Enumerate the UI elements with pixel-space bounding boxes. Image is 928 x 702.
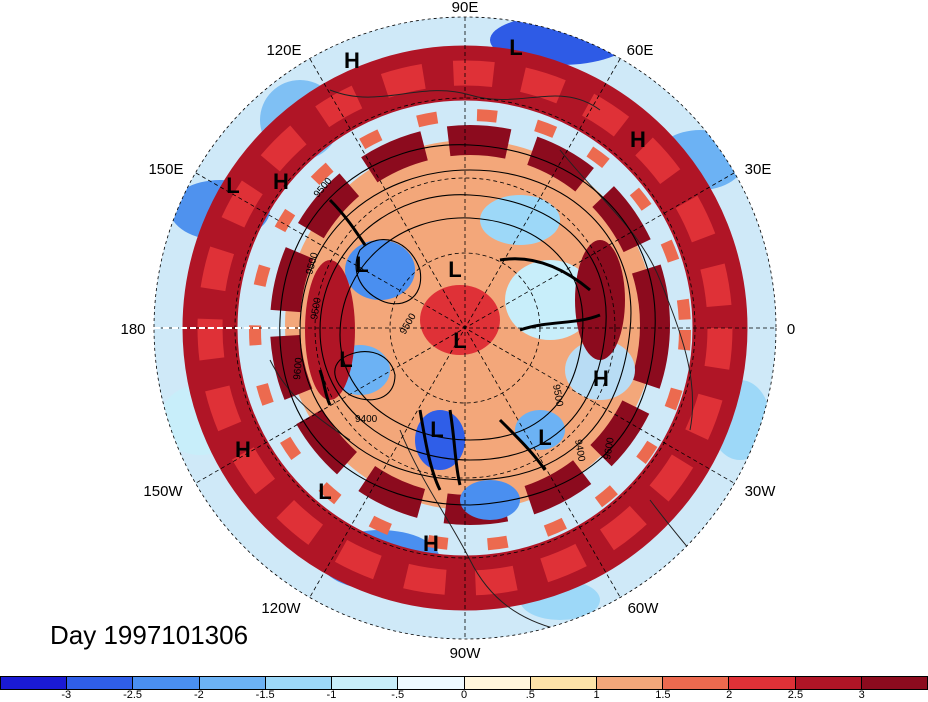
colorbar-swatch [795, 677, 862, 689]
lon-label-150w: 150W [143, 483, 183, 500]
colorbar-swatch [265, 677, 333, 689]
colorbar-tick-label: 0 [460, 689, 468, 701]
pressure-high-marker: H [593, 366, 609, 391]
colorbar-swatch [332, 677, 399, 689]
colorbar-swatch [596, 677, 664, 689]
pressure-low-marker: L [339, 347, 352, 372]
colorbar-swatch [861, 677, 928, 689]
colorbar-tick-label: -3 [61, 689, 72, 701]
longitude-labels: 90E 60E 30E 0 30W 60W 90W 120W 150W 180 … [120, 0, 795, 662]
lon-label-120e: 120E [266, 42, 301, 59]
colorbar-swatch [729, 677, 796, 689]
colorbar-tick-label: -2 [193, 689, 204, 701]
colorbar-swatch [1, 677, 68, 689]
pressure-high-marker: H [423, 531, 439, 556]
colorbar-swatch [663, 677, 730, 689]
lon-label-0: 0 [787, 321, 795, 338]
colorbar-tick-label: -2.5 [123, 689, 143, 701]
colorbar-tick-label: 1 [593, 689, 600, 701]
colorbar-swatch [464, 677, 531, 689]
colorbar-tick-label: 2 [726, 689, 733, 701]
colorbar-tick-label: 2.5 [787, 689, 804, 701]
colorbar-tick-label: 1.5 [655, 689, 671, 701]
lon-label-30w: 30W [745, 483, 777, 500]
lon-label-150e: 150E [148, 161, 183, 178]
pressure-systems: H L H L H L L L L H L L H L H [226, 35, 646, 556]
pressure-low-marker: L [430, 417, 443, 442]
day-title: Day 1997101306 [50, 620, 249, 650]
colorbar-tick-label: -1.5 [255, 689, 275, 701]
colorbar-swatch [133, 677, 200, 689]
pressure-high-marker: H [235, 437, 251, 462]
pressure-low-marker: L [318, 479, 331, 504]
lon-label-60e: 60E [627, 42, 654, 59]
lon-label-90e: 90E [452, 0, 479, 16]
colorbar [0, 676, 928, 690]
colorbar-tick-label: 3 [858, 689, 865, 701]
pressure-low-marker: L [538, 425, 551, 450]
lon-label-30e: 30E [745, 161, 772, 178]
colorbar-swatch [67, 677, 134, 689]
lon-label-90w: 90W [450, 645, 482, 662]
graticule [153, 16, 777, 640]
colorbar-tick-label: -.5 [391, 689, 405, 701]
pressure-high-marker: H [273, 169, 289, 194]
pressure-low-marker: L [509, 35, 522, 60]
contour-label: 9600 [292, 357, 305, 381]
contour-label: 9600 [602, 436, 617, 460]
colorbar-tick-labels: -3 -2.5 -2 -1.5 -1 -.5 0 .5 1 1.5 2 2.5 3 [0, 689, 928, 702]
colorbar-swatch [398, 677, 465, 689]
pressure-low-marker: L [226, 173, 239, 198]
contour-label: 9500 [550, 384, 565, 408]
lon-label-180: 180 [120, 321, 145, 338]
contour-label: 9400 [572, 439, 587, 463]
lon-label-60w: 60W [628, 600, 660, 617]
contour-label: 9400 [355, 414, 378, 425]
colorbar-swatch [530, 677, 597, 689]
pressure-low-marker: L [448, 257, 461, 282]
pressure-low-marker: L [453, 328, 466, 353]
pressure-high-marker: H [344, 48, 360, 73]
pressure-high-marker: H [630, 127, 646, 152]
lon-label-120w: 120W [261, 600, 301, 617]
colorbar-tick-label: -1 [326, 689, 337, 701]
polar-stereographic-map: 9500 9500 9500 9500 9400 9500 9400 9600 … [120, 0, 795, 662]
colorbar-swatch [199, 677, 266, 689]
pressure-low-marker: L [355, 252, 368, 277]
colorbar-tick-label: .5 [525, 689, 535, 701]
